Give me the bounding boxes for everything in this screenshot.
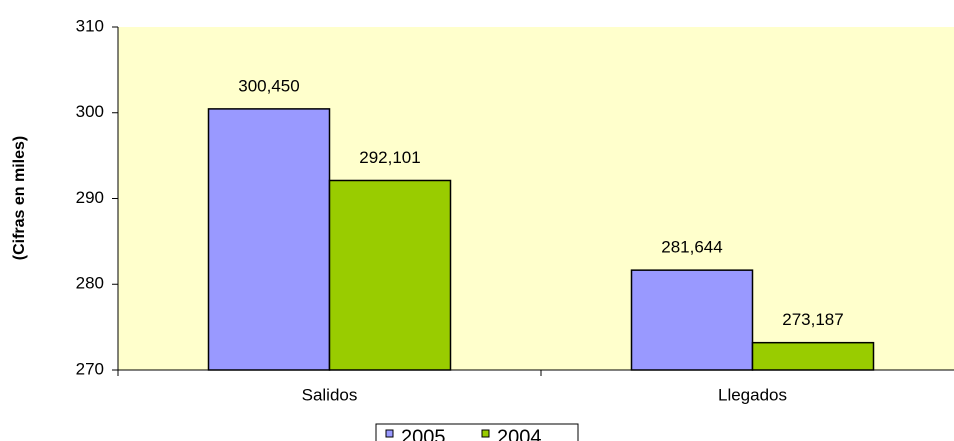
y-axis-title: (Cifras en miles) — [11, 136, 28, 260]
legend-box — [375, 423, 579, 441]
y-tick-label: 270 — [76, 359, 104, 378]
bar — [328, 179, 452, 371]
bar — [207, 108, 331, 371]
value-label: 292,101 — [359, 148, 420, 167]
y-tick-label: 280 — [76, 274, 104, 293]
x-tick-label: Salidos — [302, 385, 358, 404]
y-tick-label: 290 — [76, 188, 104, 207]
y-tick-label: 310 — [76, 16, 104, 35]
value-label: 273,187 — [782, 310, 843, 329]
bar — [630, 269, 754, 371]
legend-label: 2005 — [401, 426, 446, 441]
legend-label: 2004 — [497, 426, 542, 441]
value-label: 281,644 — [661, 238, 722, 257]
value-label: 300,450 — [238, 76, 299, 95]
y-tick-label: 300 — [76, 102, 104, 121]
legend-swatch — [481, 429, 490, 438]
legend-swatch — [385, 429, 394, 438]
bar — [751, 341, 875, 371]
x-tick-label: Llegados — [718, 385, 787, 404]
